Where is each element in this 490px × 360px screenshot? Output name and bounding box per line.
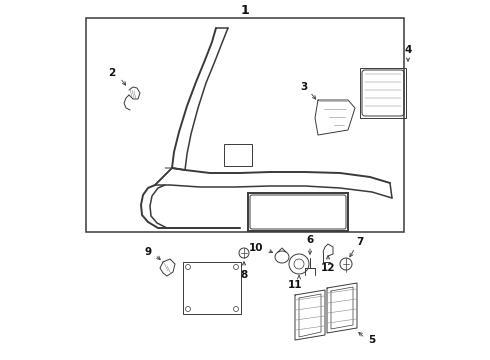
Bar xyxy=(360,68,406,118)
Text: 6: 6 xyxy=(306,235,314,245)
Text: 1: 1 xyxy=(241,4,249,17)
Text: 12: 12 xyxy=(321,263,335,273)
Text: 9: 9 xyxy=(145,247,151,257)
Bar xyxy=(183,262,241,314)
Text: 2: 2 xyxy=(108,68,116,78)
Text: 8: 8 xyxy=(241,270,247,280)
Bar xyxy=(86,18,404,232)
Text: 11: 11 xyxy=(288,280,302,290)
Text: 5: 5 xyxy=(368,335,376,345)
Text: 3: 3 xyxy=(300,82,308,92)
Text: 7: 7 xyxy=(356,237,364,247)
Bar xyxy=(248,193,348,231)
Bar xyxy=(224,144,252,166)
Text: 10: 10 xyxy=(249,243,263,253)
Text: 4: 4 xyxy=(404,45,412,55)
